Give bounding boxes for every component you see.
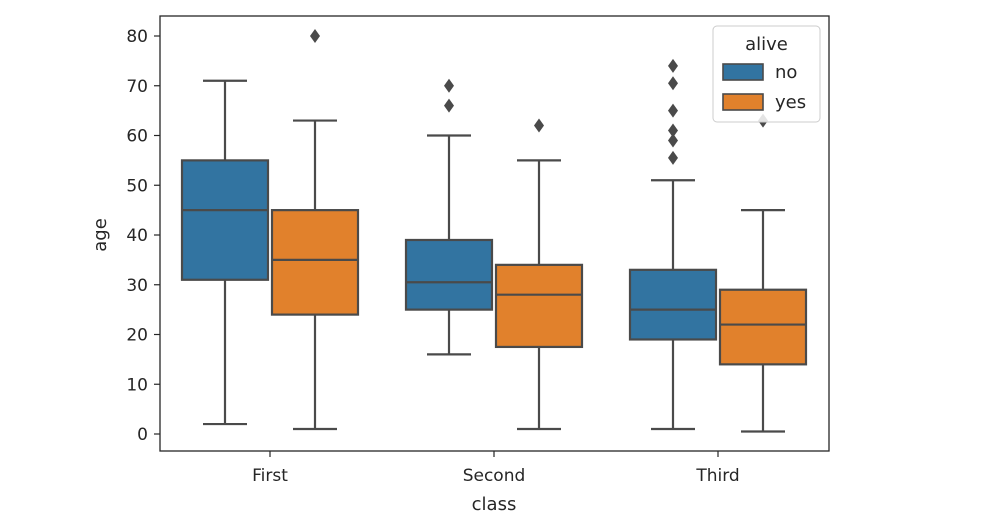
outlier-point: [534, 118, 544, 133]
box-no-third: [628, 58, 718, 431]
y-tick-label: 50: [126, 176, 148, 196]
box-iqr: [404, 238, 494, 311]
outlier-point: [668, 103, 678, 118]
y-tick-label: 70: [126, 77, 148, 97]
outlier-point: [668, 133, 678, 148]
x-tick-label: First: [252, 466, 288, 486]
x-axis-label: class: [472, 494, 517, 515]
box-iqr: [180, 159, 270, 281]
box-iqr: [718, 288, 808, 366]
box-yes-third: [718, 113, 808, 433]
outlier-point: [668, 150, 678, 165]
legend-swatch-no: [722, 63, 764, 81]
box-no-first: [180, 79, 270, 426]
y-tick-label: 80: [126, 27, 148, 47]
plot-area: [159, 15, 830, 452]
y-tick-label: 20: [126, 326, 148, 346]
legend: alive no yes: [712, 25, 821, 123]
box-yes-second: [494, 118, 584, 431]
box-iqr: [628, 268, 718, 341]
outlier-point: [668, 58, 678, 73]
y-tick-label: 10: [126, 375, 148, 395]
legend-swatch-yes: [722, 93, 764, 111]
outlier-point: [668, 123, 678, 138]
y-tick-label: 30: [126, 276, 148, 296]
outlier-point: [310, 29, 320, 43]
x-axis: First Second Third: [252, 451, 740, 486]
box-yes-first: [270, 29, 360, 431]
y-tick-label: 0: [137, 425, 148, 445]
outlier-point: [444, 98, 454, 113]
y-tick-label: 40: [126, 226, 148, 246]
y-axis: 0 10 20 30 40 50 60 70 80: [126, 27, 160, 445]
outlier-point: [444, 78, 454, 93]
y-tick-label: 60: [126, 127, 148, 147]
legend-title: alive: [745, 34, 788, 55]
legend-label-yes: yes: [775, 92, 806, 113]
legend-label-no: no: [775, 62, 797, 83]
x-tick-label: Second: [463, 466, 526, 486]
outlier-point: [668, 76, 678, 91]
box-iqr: [494, 263, 584, 349]
x-tick-label: Third: [695, 466, 739, 486]
box-no-second: [404, 78, 494, 356]
y-axis-label: age: [90, 218, 111, 252]
box-iqr: [270, 209, 360, 316]
